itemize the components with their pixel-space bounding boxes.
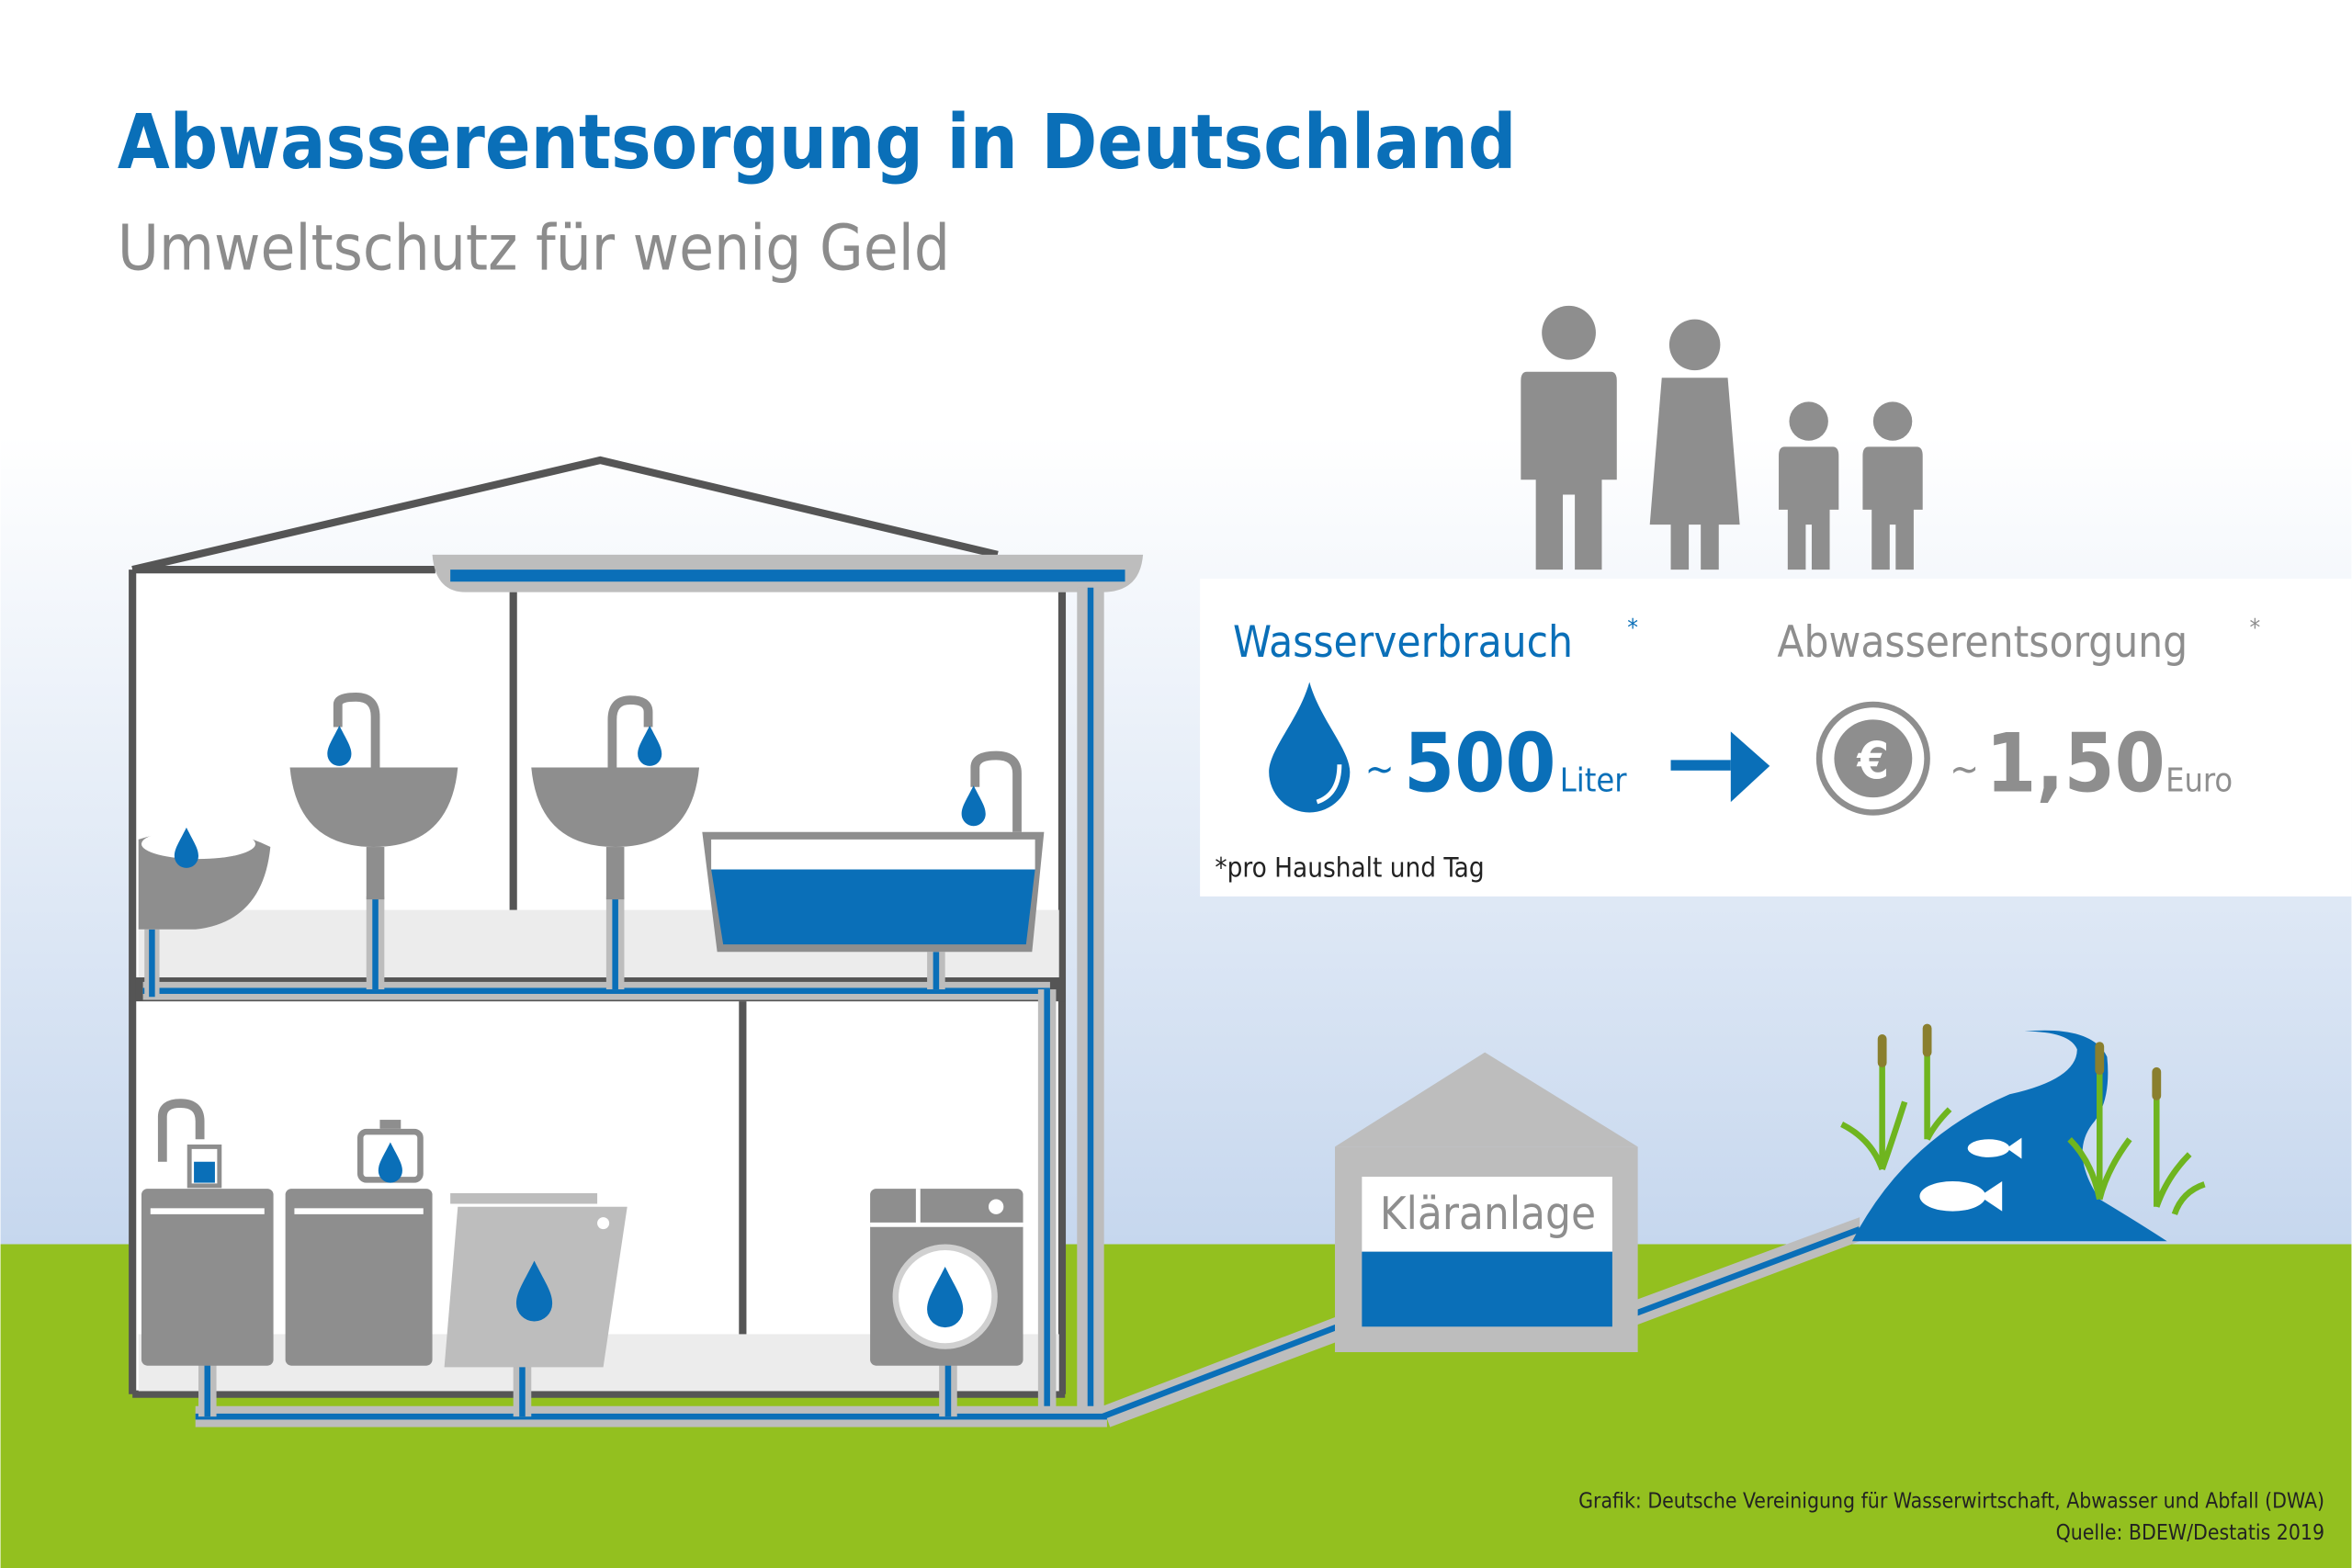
disposal-label: Abwasserentsorgung xyxy=(1777,617,2188,668)
family-icon xyxy=(1521,305,1923,570)
bathtub xyxy=(702,750,1045,953)
euro-symbol: € xyxy=(1856,732,1889,791)
fish-icon xyxy=(1919,1137,2022,1212)
sink-left xyxy=(289,692,458,900)
consumption-asterisk: * xyxy=(1627,615,1638,642)
sink-right xyxy=(531,695,700,900)
page-title: Abwasserentsorgung in Deutschland xyxy=(118,99,1517,186)
consumption-value: 500 xyxy=(1404,716,1555,811)
river xyxy=(1840,1023,2206,1242)
info-box: Wasserverbrauch * Abwasserentsorgung * ~… xyxy=(1200,578,2352,897)
arrow-right-icon xyxy=(1670,731,1770,803)
footnote: *pro Haushalt und Tag xyxy=(1215,852,1484,884)
euro-coin-icon: € xyxy=(1815,701,1930,816)
disposal-value: 1,50 xyxy=(1985,716,2165,811)
toilet xyxy=(138,827,271,930)
sewer-pipes xyxy=(142,896,1861,1427)
credit-text: Grafik: Deutsche Vereinigung für Wasserw… xyxy=(1578,1490,2324,1514)
water-drop-icon xyxy=(1269,682,1351,813)
source-text: Quelle: BDEW/Destatis 2019 xyxy=(2056,1521,2324,1545)
disposal-tilde: ~ xyxy=(1950,748,1979,793)
treatment-plant: Kläranlage xyxy=(1334,1052,1638,1353)
dishwasher xyxy=(444,1193,628,1368)
kitchen-counters xyxy=(141,1099,433,1366)
plant-label: Kläranlage xyxy=(1380,1188,1596,1240)
disposal-asterisk: * xyxy=(2249,615,2260,642)
consumption-unit: Liter xyxy=(1560,762,1627,800)
washing-machine xyxy=(870,1189,1023,1366)
disposal-unit: Euro xyxy=(2165,762,2233,800)
page-subtitle: Umweltschutz für wenig Geld xyxy=(118,212,950,286)
consumption-label: Wasserverbrauch xyxy=(1233,617,1573,668)
consumption-tilde: ~ xyxy=(1365,748,1395,793)
